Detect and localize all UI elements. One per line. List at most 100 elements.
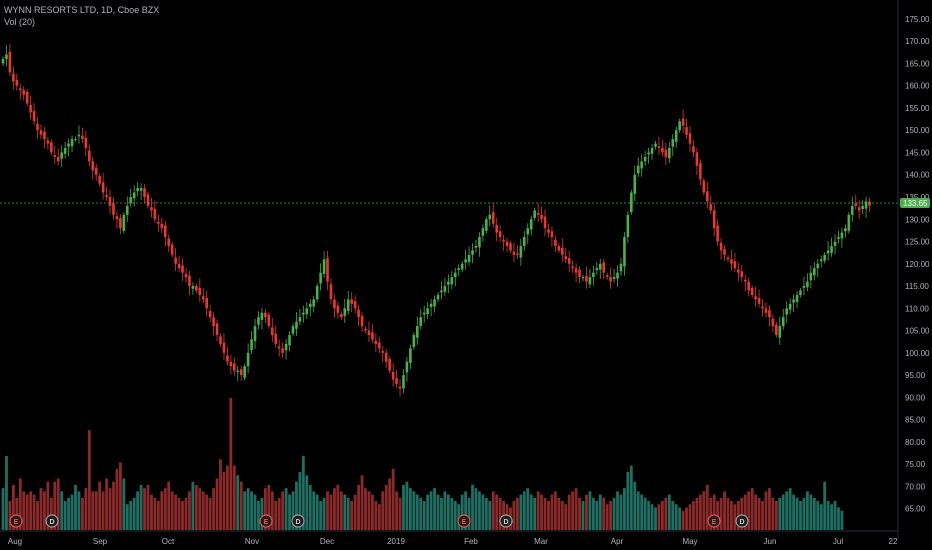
candle-body: [616, 272, 619, 279]
volume-bar: [274, 501, 278, 530]
candle-body: [788, 303, 792, 310]
last-price-tag-bg: [900, 198, 930, 209]
dividend-marker[interactable]: D: [735, 514, 749, 528]
candle-body: [643, 156, 647, 162]
candle-body: [143, 188, 146, 197]
candle-body: [612, 277, 616, 279]
candle-body: [488, 214, 492, 220]
candle-body: [747, 281, 751, 291]
time-tick-label: Sep: [93, 537, 108, 546]
volume-bar: [512, 501, 516, 530]
earnings-marker[interactable]: E: [259, 514, 273, 528]
volume-bar: [336, 484, 340, 530]
volume-bar: [329, 494, 333, 530]
volume-bar: [688, 504, 692, 530]
earnings-marker[interactable]: E: [9, 514, 23, 528]
volume-bar: [81, 497, 84, 530]
time-tick-label: May: [682, 537, 697, 546]
candle-body: [844, 228, 847, 232]
volume-bar: [339, 491, 343, 530]
candle-body: [550, 231, 554, 238]
price-axis[interactable]: 65.00 70.00 75.00 80.00 85.00 90.00 95.00 100.0…: [905, 15, 930, 514]
volume-bar: [208, 497, 212, 530]
volume-bar: [657, 504, 661, 530]
volume-bar: [43, 491, 46, 530]
candle-body: [433, 299, 436, 307]
volume-bar: [312, 491, 316, 530]
volume-bar: [547, 501, 550, 530]
candle-body: [560, 247, 564, 255]
candle-body: [1, 58, 5, 64]
candle-body: [516, 253, 519, 255]
volume-bar: [802, 497, 806, 530]
volume-bar: [177, 497, 181, 530]
candle-body: [357, 309, 360, 318]
dividend-marker[interactable]: D: [499, 514, 513, 528]
volume-bar: [781, 494, 785, 530]
candle-body: [94, 167, 98, 175]
volume-bar: [609, 501, 613, 530]
volume-bar: [60, 491, 64, 530]
candle-body: [581, 277, 585, 279]
earnings-marker[interactable]: E: [707, 514, 721, 528]
volume-bar: [326, 491, 329, 530]
volume-bar: [194, 484, 198, 530]
earnings-marker[interactable]: E: [457, 514, 471, 528]
volume-bar: [298, 472, 302, 530]
candle-body: [260, 312, 264, 320]
candle-body: [771, 318, 775, 327]
volume-indicator-label[interactable]: Vol (20): [4, 17, 36, 27]
price-tick-label: 165.00: [905, 59, 930, 68]
volume-bar: [108, 488, 112, 530]
candle-body: [529, 219, 533, 230]
volume-bar: [322, 497, 326, 530]
candle-body: [692, 146, 695, 153]
candle-body: [712, 210, 716, 229]
candle-body: [661, 148, 664, 153]
volume-bar: [795, 497, 799, 530]
candle-body: [726, 257, 730, 260]
candle-body: [319, 272, 322, 284]
candle-body: [239, 369, 243, 376]
candle-body: [412, 335, 416, 348]
volume-bar: [491, 491, 495, 530]
candle-body: [205, 298, 208, 309]
volume-bar: [49, 497, 53, 530]
volume-bar: [771, 497, 775, 530]
volume-bar: [757, 497, 761, 530]
candle-body: [757, 298, 761, 304]
time-axis[interactable]: Aug Sep Oct Nov Dec 2019 Feb Mar Apr May Jun Jul 22: [8, 537, 898, 546]
price-tick-label: 95.00: [905, 371, 926, 380]
candle-body: [830, 245, 833, 254]
candle-body: [688, 133, 692, 144]
last-price-tag: 133.65: [900, 198, 930, 209]
candle-body: [768, 310, 771, 318]
volume-bar: [374, 501, 378, 530]
volume-bar: [74, 484, 77, 530]
candle-body: [585, 275, 588, 282]
volume-bar: [585, 494, 588, 530]
dividend-marker[interactable]: D: [291, 514, 305, 528]
candle-body: [526, 228, 530, 235]
dividend-marker[interactable]: D: [45, 514, 59, 528]
candle-body: [174, 257, 177, 264]
candle-body: [163, 225, 167, 238]
volume-bar: [726, 497, 730, 530]
candle-body: [264, 312, 267, 318]
volume-bar: [243, 491, 247, 530]
volume-bar: [571, 491, 575, 530]
candle-body: [53, 155, 57, 157]
volume-bar: [415, 494, 419, 530]
candle-body: [415, 326, 419, 338]
volume-bar: [205, 494, 209, 530]
candle-body: [436, 294, 440, 300]
volume-bar: [750, 488, 754, 530]
candle-body: [298, 317, 302, 322]
volume-bar: [163, 488, 167, 530]
volume-bar: [156, 501, 160, 530]
time-tick-label: 22: [889, 537, 898, 546]
candle-body: [868, 201, 871, 206]
candle-body: [854, 203, 858, 206]
candle-body: [785, 308, 788, 315]
